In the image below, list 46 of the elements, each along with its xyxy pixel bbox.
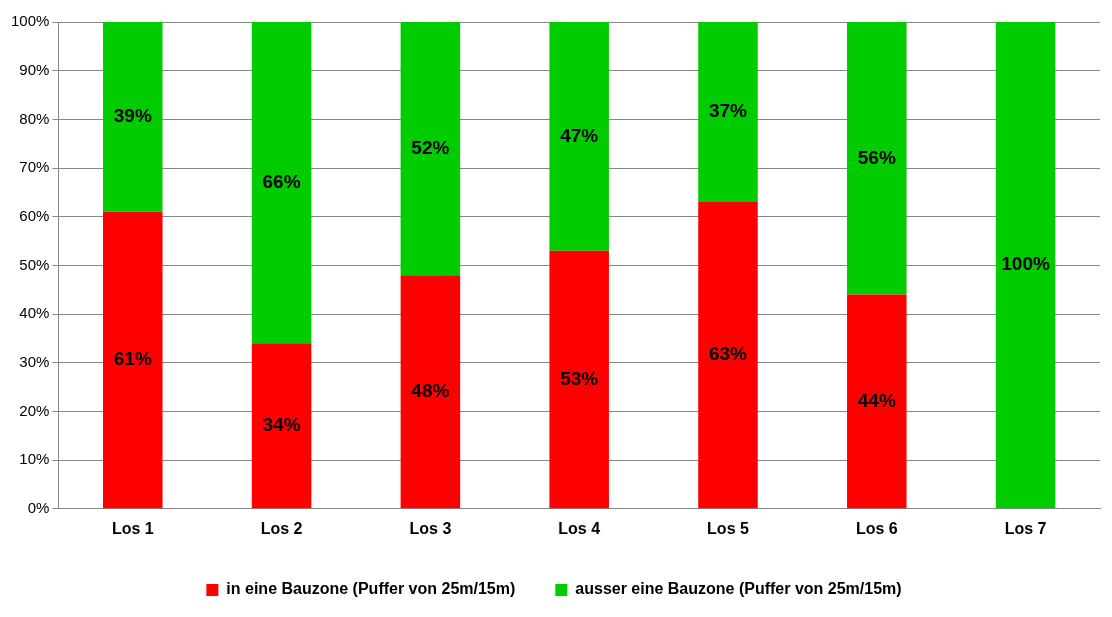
data-label: 39% — [113, 105, 152, 127]
bar — [103, 22, 163, 212]
legend-label: ausser eine Bauzone (Puffer von 25m/15m) — [575, 580, 902, 598]
bar — [251, 22, 312, 344]
x-tick-label: Los 6 — [855, 519, 898, 537]
data-label: 56% — [857, 146, 896, 168]
x-tick-label: Los 2 — [260, 519, 303, 537]
legend-label: in eine Bauzone (Puffer von 25m/15m) — [226, 580, 516, 598]
bar — [698, 202, 758, 509]
bar — [995, 22, 1056, 509]
data-label: 100% — [1001, 253, 1050, 275]
y-tick-label: 0% — [27, 498, 50, 516]
bar — [251, 343, 312, 509]
bar — [103, 211, 163, 509]
bar — [698, 22, 758, 203]
y-tick-label: 90% — [19, 60, 50, 78]
y-tick-label: 80% — [19, 109, 50, 127]
data-label: 34% — [262, 414, 301, 436]
bar — [400, 22, 461, 276]
y-tick-label: 30% — [19, 352, 50, 370]
data-label: 44% — [857, 389, 896, 411]
bar — [549, 22, 609, 251]
x-tick-label: Los 7 — [1004, 519, 1047, 537]
x-tick-label: Los 3 — [409, 519, 452, 537]
x-tick-label: Los 4 — [558, 519, 601, 537]
data-label: 53% — [560, 367, 599, 389]
y-tick-label: 70% — [19, 158, 50, 176]
data-label: 63% — [708, 343, 748, 365]
bar — [847, 294, 907, 509]
y-tick-label: 10% — [19, 450, 50, 468]
y-tick-label: 20% — [19, 401, 50, 419]
data-label: 52% — [411, 136, 450, 158]
y-tick-label: 60% — [19, 206, 50, 224]
y-tick-label: 100% — [10, 12, 50, 30]
data-label: 48% — [411, 379, 450, 401]
data-label: 47% — [560, 124, 599, 146]
x-tick-label: Los 5 — [707, 519, 749, 537]
x-tick-label: Los 1 — [111, 519, 154, 537]
bar — [549, 250, 609, 509]
y-tick-label: 50% — [19, 255, 50, 273]
y-tick-label: 40% — [19, 304, 50, 322]
data-label: 37% — [708, 100, 748, 122]
bar — [847, 22, 907, 295]
data-label: 61% — [113, 348, 152, 370]
bar — [400, 275, 461, 509]
data-label: 66% — [262, 170, 301, 192]
